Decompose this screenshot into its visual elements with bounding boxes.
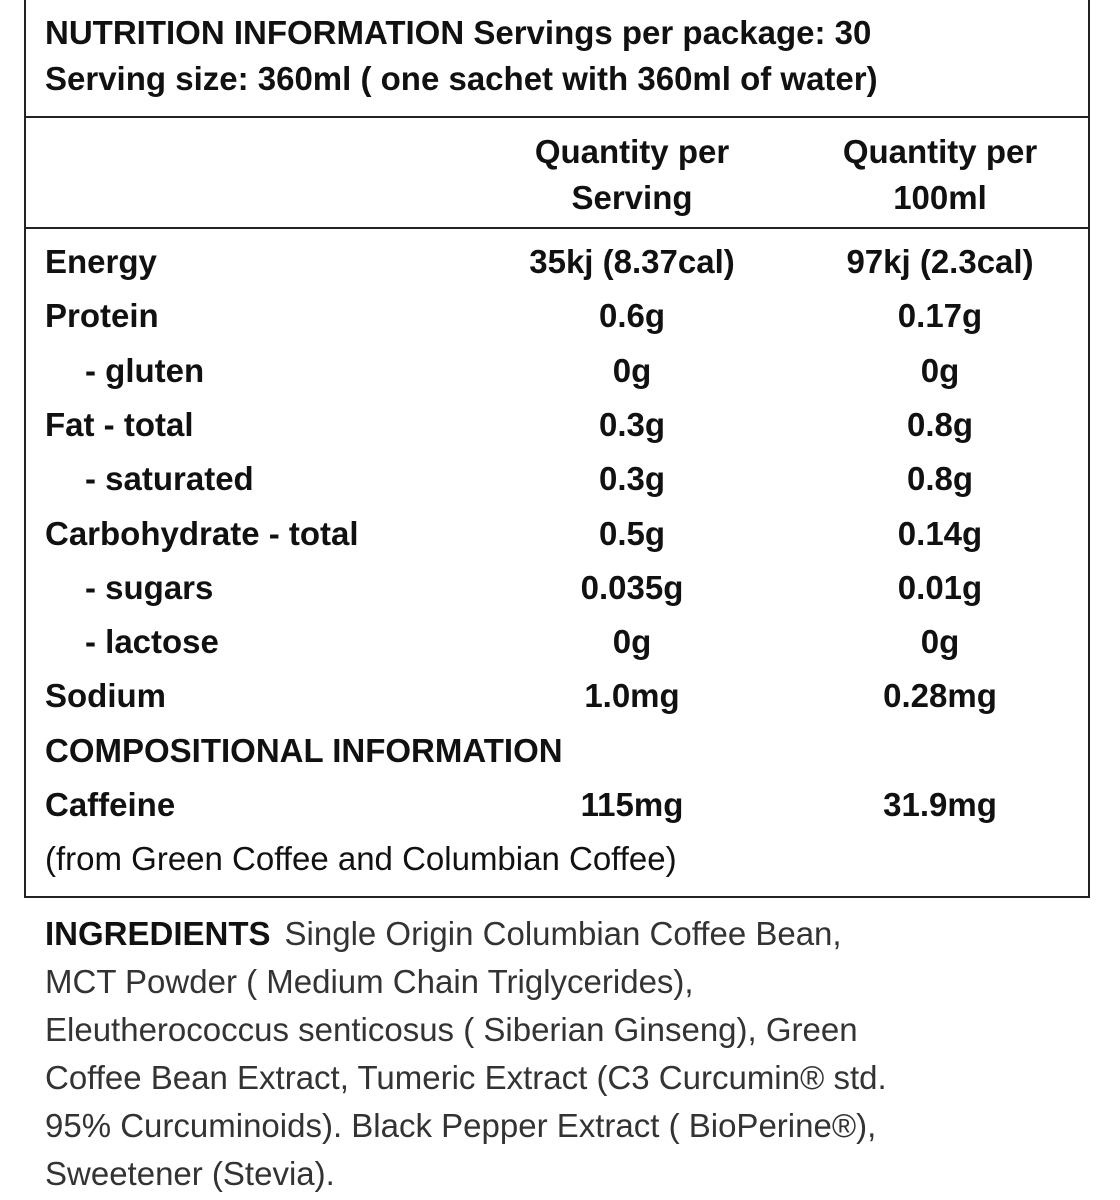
row-value: 0.3g	[598, 460, 666, 498]
row-label: Carbohydrate - total	[45, 514, 359, 552]
section-title: COMPOSITIONAL INFORMATION	[45, 731, 563, 769]
row-value: 0.17g	[897, 297, 983, 335]
row-label: Energy	[45, 243, 157, 280]
row-label: - gluten	[85, 351, 205, 389]
row-value: 35kj (8.37cal)	[529, 243, 735, 280]
row-value: 0.8g	[906, 405, 974, 443]
row-label: Caffeine	[45, 786, 176, 823]
row-value: 0g	[612, 623, 652, 661]
row-value: 97kj (2.3cal)	[846, 243, 1034, 280]
row-value: 0.8g	[906, 460, 974, 498]
ingredients-line: 95% Curcuminoids). Black Pepper Extract …	[45, 1107, 877, 1144]
row-value: 0.14g	[897, 514, 983, 552]
header-line: NUTRITION INFORMATION Servings per packa…	[45, 14, 872, 51]
row-value: 115mg	[580, 786, 684, 823]
column-header: Quantity per 100ml	[842, 133, 1038, 216]
row-label: Protein	[45, 297, 159, 335]
note: (from Green Coffee and Columbian Coffee)	[45, 840, 677, 878]
row-label: Sodium	[45, 677, 166, 715]
row-label: - saturated	[85, 460, 254, 498]
row-value: 0g	[920, 623, 960, 661]
row-label: - lactose	[85, 623, 219, 661]
row-value: 0g	[920, 351, 960, 389]
label-box	[24, 0, 1090, 898]
row-value: 0.035g	[580, 568, 684, 606]
row-value: 0g	[612, 351, 652, 389]
row-value: 31.9mg	[883, 786, 997, 823]
header-line: Serving size: 360ml ( one sachet with 36…	[45, 60, 878, 97]
column-header: Quantity per Serving	[534, 133, 730, 216]
ingredients-line: Eleutherococcus senticosus ( Siberian Gi…	[45, 1011, 858, 1048]
row-value: 0.6g	[598, 297, 666, 335]
ingredients-label: INGREDIENTS	[45, 915, 271, 952]
ingredients-line: Sweetener (Stevia).	[45, 1155, 335, 1192]
row-value: 0.28mg	[883, 677, 997, 715]
row-value: 1.0mg	[584, 677, 680, 715]
ingredients: INGREDIENTS Single Origin Columbian Coffe…	[45, 910, 887, 1198]
row-value: 0.5g	[598, 514, 666, 552]
ingredients-line: MCT Powder ( Medium Chain Triglycerides)…	[45, 963, 694, 1000]
divider	[24, 116, 1090, 118]
ingredients-line: Single Origin Columbian Coffee Bean,	[284, 915, 842, 952]
divider	[24, 227, 1090, 229]
row-label: - sugars	[85, 568, 214, 606]
ingredients-line: Coffee Bean Extract, Tumeric Extract (C3…	[45, 1059, 887, 1096]
row-value: 0.01g	[897, 568, 983, 606]
row-label: Fat - total	[45, 405, 194, 443]
row-value: 0.3g	[598, 405, 666, 443]
